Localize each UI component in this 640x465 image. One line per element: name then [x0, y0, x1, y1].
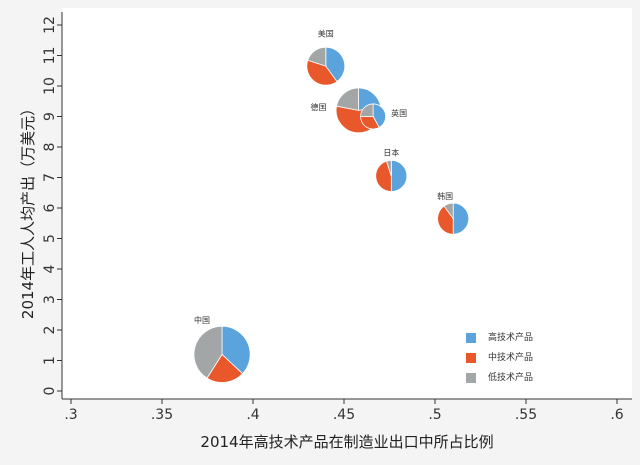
pie-marker: [360, 103, 387, 130]
legend-swatch: [466, 373, 476, 383]
axes: 0123456789101112.3.35.4.45.5.55.62014年高技…: [19, 8, 632, 451]
pie-slice: [360, 103, 374, 117]
country-label: 韩国: [437, 191, 453, 201]
plot-area: [62, 8, 632, 399]
y-tick-label: 0: [42, 387, 58, 396]
pie-slice: [390, 159, 408, 192]
country-label: 中国: [194, 315, 210, 325]
y-tick-label: 2: [42, 326, 58, 335]
x-tick-label: .6: [610, 407, 623, 423]
x-tick-label: .3: [64, 407, 77, 423]
pie-slice: [443, 202, 454, 220]
country-label: 日本: [383, 147, 399, 157]
pie-slice: [193, 325, 223, 379]
pie-markers: [193, 46, 470, 383]
pie-marker: [306, 46, 346, 86]
y-tick-label: 9: [42, 112, 58, 121]
country-label: 英国: [391, 108, 407, 118]
pie-slice: [307, 46, 327, 67]
country-label: 美国: [318, 29, 334, 39]
y-tick-label: 5: [42, 234, 58, 243]
legend-swatch: [466, 333, 476, 343]
pie-marker: [193, 325, 251, 383]
pie-slice: [360, 116, 380, 130]
pie-slice: [206, 353, 244, 383]
y-tick-label: 3: [42, 295, 58, 304]
x-tick-label: .35: [151, 407, 173, 423]
legend-label: 低技术产品: [488, 371, 533, 383]
y-tick-label: 10: [42, 77, 58, 95]
y-tick-label: 4: [42, 264, 58, 273]
pie-slice: [325, 46, 346, 83]
pie-marker: [437, 202, 470, 235]
y-tick-label: 12: [42, 16, 58, 34]
pie-slice: [306, 59, 338, 86]
legend-label: 高技术产品: [488, 331, 533, 343]
x-tick-label: .5: [428, 407, 441, 423]
x-axis-title: 2014年高技术产品在制造业出口中所占比例: [200, 433, 493, 451]
y-tick-label: 1: [42, 356, 58, 365]
y-tick-label: 11: [42, 47, 58, 65]
y-tick-label: 7: [42, 173, 58, 182]
legend-label: 中技术产品: [488, 351, 533, 363]
legend-swatch: [466, 353, 476, 363]
pie-slice: [336, 87, 359, 111]
x-tick-label: .45: [333, 407, 355, 423]
pie-slice: [221, 325, 251, 375]
country-label: 德国: [311, 102, 327, 112]
y-axis-title: 2014年工人人均产出（万美元）: [19, 101, 37, 319]
pie-slice: [437, 205, 454, 235]
y-tick-label: 6: [42, 203, 58, 212]
pie-marker: [375, 159, 408, 192]
pie-slice: [386, 159, 392, 177]
pie-slice: [375, 160, 392, 192]
x-tick-label: .4: [246, 407, 259, 423]
y-tick-label: 8: [42, 143, 58, 152]
x-tick-label: .55: [515, 407, 537, 423]
pie-slice: [452, 202, 470, 235]
